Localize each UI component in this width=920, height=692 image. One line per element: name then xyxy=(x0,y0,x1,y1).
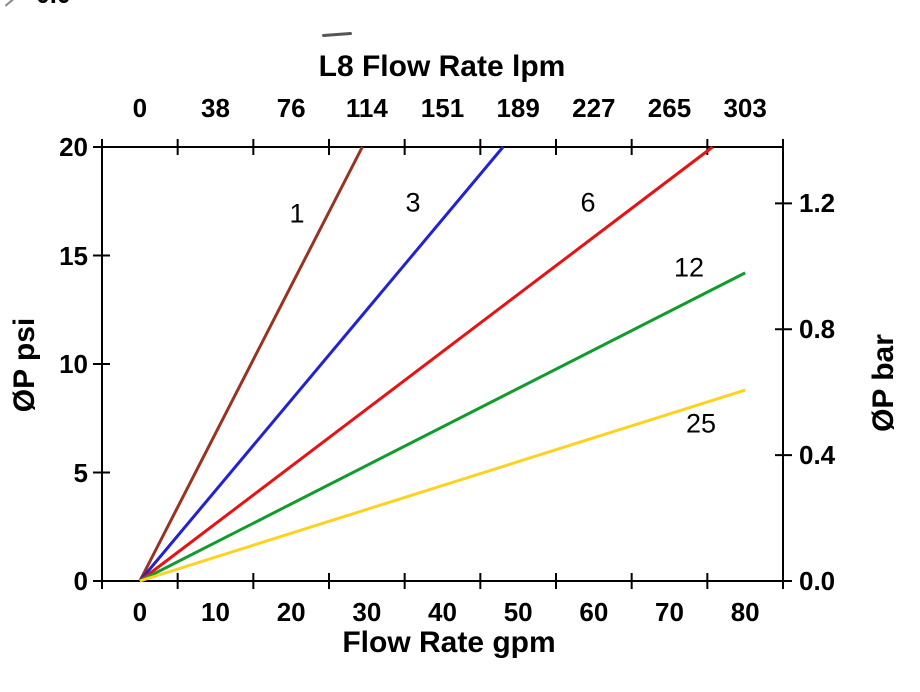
series-line-3 xyxy=(138,146,505,582)
right-tick-label: 0.4 xyxy=(799,440,836,471)
top-tick-label: 76 xyxy=(276,93,306,123)
bottom-tick-label: 60 xyxy=(579,597,609,627)
series-label-3: 3 xyxy=(405,187,421,218)
top-tick-label: 265 xyxy=(647,93,692,123)
bottom-tick-label: 80 xyxy=(730,597,760,627)
clipped-text-artifact: 0.0 xyxy=(36,0,71,8)
top-tick-label: 227 xyxy=(572,93,616,123)
bottom-axis-title: Flow Rate gpm xyxy=(342,626,556,659)
left-axis-title: ØP psi xyxy=(8,317,41,413)
series-line-1 xyxy=(138,146,364,582)
series-line-25 xyxy=(139,388,746,583)
left-tick-label: 10 xyxy=(59,349,88,379)
bottom-tick-label: 70 xyxy=(655,597,684,627)
right-axis-title: ØP bar xyxy=(867,334,900,432)
bottom-tick-label: 10 xyxy=(201,597,230,627)
right-tick-label: 0.0 xyxy=(799,566,836,596)
top-tick-label: 114 xyxy=(345,93,388,123)
top-axis-title: L8 Flow Rate lpm xyxy=(318,50,566,83)
left-tick-label: 0 xyxy=(73,566,88,596)
series-label-12: 12 xyxy=(673,252,705,283)
bottom-tick-label: 40 xyxy=(428,597,457,627)
left-tick-label: 20 xyxy=(59,132,88,162)
right-tick-label: 0.8 xyxy=(799,314,836,345)
series-label-1: 1 xyxy=(289,198,305,229)
series-label-6: 6 xyxy=(580,187,596,218)
series-label-25: 25 xyxy=(685,408,717,439)
top-tick-label: 151 xyxy=(420,93,465,123)
top-tick-label: 303 xyxy=(723,93,767,123)
bottom-tick-label: 0 xyxy=(132,597,148,627)
top-tick-label: 0 xyxy=(132,93,148,123)
left-tick-label: 5 xyxy=(73,457,88,488)
left-tick-label: 15 xyxy=(59,240,88,271)
top-tick-label: 38 xyxy=(201,93,230,123)
top-tick-label: 189 xyxy=(496,93,540,123)
bottom-tick-label: 50 xyxy=(503,597,533,627)
right-tick-label: 1.2 xyxy=(799,188,836,219)
bottom-tick-label: 20 xyxy=(276,597,306,627)
series-line-6 xyxy=(138,145,714,583)
series-line-12 xyxy=(139,271,746,583)
bottom-tick-label: 30 xyxy=(352,597,382,627)
